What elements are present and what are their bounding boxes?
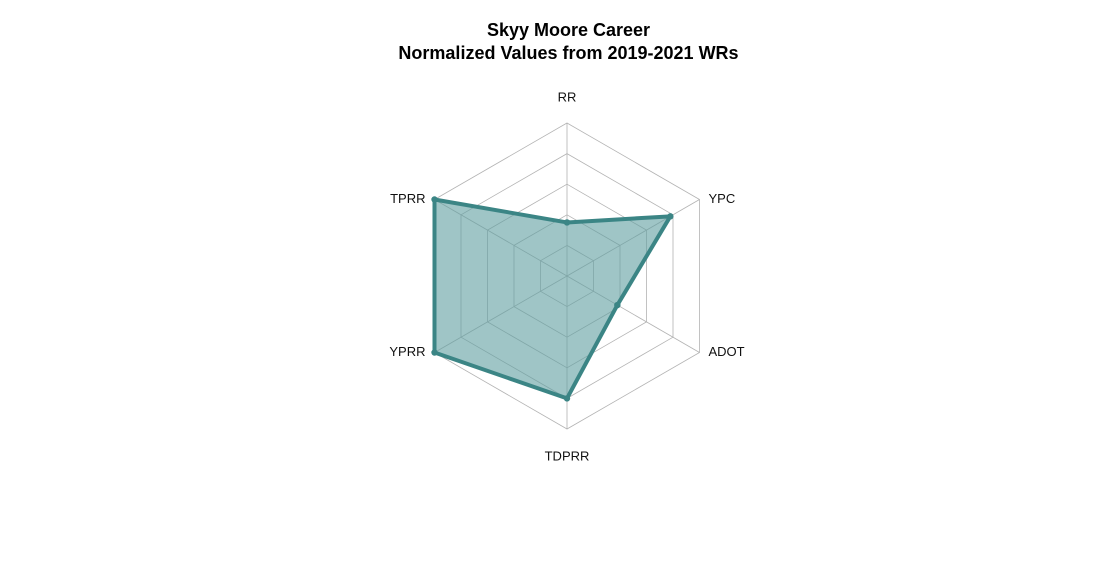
data-point-tdprr [563, 395, 571, 402]
axis-label-ypc: YPC [709, 191, 736, 206]
data-layer [431, 196, 674, 402]
axis-label-layer: RR YPC ADOT TDPRR YPRR TPRR [389, 89, 744, 463]
series-area [432, 197, 673, 401]
chart-subtitle: Normalized Values from 2019-2021 WRs [398, 43, 739, 63]
data-point-ypc [667, 213, 674, 220]
data-point-yprr [431, 349, 438, 356]
axis-label-yprr: YPRR [389, 344, 425, 359]
axis-label-rr: RR [558, 89, 577, 104]
data-point-adot [614, 301, 621, 309]
chart-title: Skyy Moore Career [486, 20, 651, 40]
axis-label-tdprr: TDPRR [545, 448, 590, 463]
axis-label-tprr: TPRR [390, 191, 425, 206]
data-point-tprr [431, 196, 438, 203]
axis-label-adot: ADOT [709, 344, 745, 359]
data-point-rr [563, 219, 571, 226]
